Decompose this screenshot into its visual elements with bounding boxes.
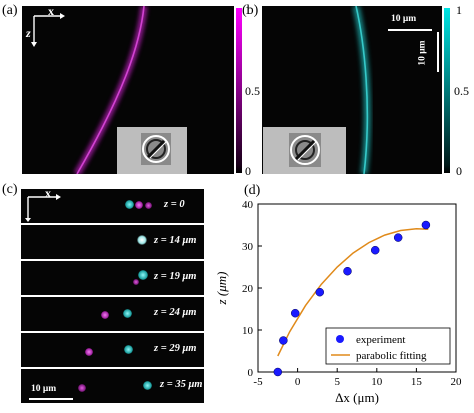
- experiment-point: [315, 287, 325, 297]
- y-tick-label: 20: [242, 283, 254, 295]
- magenta-spot: [101, 311, 109, 319]
- panel-c-strip-6: z = 35 μm 10 μm: [21, 369, 204, 403]
- x-tick-label: -5: [253, 376, 263, 388]
- y-tick-label: 30: [242, 241, 254, 253]
- panel-a-colorbar: [236, 8, 242, 173]
- x-tick-label: 5: [334, 376, 340, 388]
- y-tick-label: 40: [242, 199, 254, 211]
- depth-label: z = 35 μm: [160, 379, 203, 390]
- white-spot: [137, 235, 147, 245]
- panel-b-inset: [263, 127, 346, 174]
- panel-c-x-axis-label: x: [45, 186, 51, 200]
- panel-c-scalebar: [29, 398, 73, 400]
- panel-c-strip-2: z = 14 μm: [21, 225, 204, 259]
- depth-label: z = 19 μm: [154, 271, 197, 282]
- magenta-spot: [78, 384, 86, 392]
- panel-a-axis-indicator: [31, 13, 65, 47]
- panel-b-scalebar-horizontal: [388, 29, 432, 31]
- panel-a-z-axis-label: z: [26, 26, 31, 40]
- depth-label: z = 29 μm: [154, 343, 197, 354]
- experiment-point: [370, 245, 380, 255]
- x-tick-label: 0: [295, 376, 301, 388]
- panel-c-scalebar-label: 10 μm: [31, 384, 57, 394]
- cyan-spot: [143, 381, 152, 390]
- panel-a-inset-pattern: [141, 133, 171, 165]
- legend: experiment parabolic fitting: [325, 327, 451, 365]
- panel-b-colorbar-mid: 0.5: [454, 84, 469, 98]
- fit-line: [277, 228, 429, 357]
- panel-c-strip-3: z = 19 μm: [21, 261, 204, 295]
- panel-b-colorbar: [444, 8, 450, 173]
- panel-c-y-axis-label: y: [12, 198, 18, 212]
- experiment-points: [273, 220, 431, 377]
- cyan-spot: [138, 270, 148, 280]
- panel-b-scalebar-vertical-label: 10 μm: [417, 40, 428, 66]
- panel-c-strip-1: z = 0: [21, 189, 204, 223]
- x-tick-label: 20: [451, 376, 463, 388]
- x-axis-label: Δx (μm): [335, 390, 379, 405]
- legend-fit-label: parabolic fitting: [356, 350, 427, 362]
- panel-a-label: (a): [2, 3, 18, 18]
- magenta-spot: [133, 279, 139, 285]
- legend-experiment-label: experiment: [356, 334, 405, 346]
- panel-c-strip-5: z = 29 μm: [21, 333, 204, 367]
- experiment-point: [393, 233, 403, 242]
- panel-b-scalebar-vertical: [437, 32, 439, 72]
- legend-box: [325, 327, 451, 365]
- y-tick-label: 10: [242, 325, 254, 337]
- panel-a-colorbar-min: 0: [245, 164, 251, 178]
- y-tick-label: 0: [248, 367, 254, 379]
- depth-label: z = 0: [164, 199, 185, 210]
- depth-label: z = 14 μm: [154, 235, 197, 246]
- depth-label: z = 24 μm: [154, 307, 197, 318]
- experiment-point: [279, 336, 288, 345]
- panel-a-colorbar-max: 1: [245, 3, 251, 17]
- magenta-spot: [145, 202, 152, 209]
- legend-experiment-marker: [336, 335, 344, 343]
- panel-a-beam-trace: [73, 6, 148, 174]
- cyan-spot: [123, 309, 132, 318]
- panel-b-beam-trace: [352, 6, 371, 174]
- panel-a-x-axis-label: x: [48, 4, 54, 18]
- panel-a-colorbar-mid: 0.5: [245, 84, 260, 98]
- experiment-point: [273, 367, 283, 377]
- magenta-spot: [135, 201, 143, 209]
- panel-b-colorbar-max: 1: [456, 3, 462, 17]
- panel-b-label: (b): [242, 3, 259, 18]
- panel-b-colorbar-min: 0: [456, 164, 462, 178]
- panel-a-inset: [117, 127, 187, 174]
- x-tick-label: 15: [411, 376, 423, 388]
- experiment-point: [290, 308, 300, 318]
- experiment-point: [421, 220, 431, 230]
- experiment-point: [343, 266, 352, 276]
- panel-b-inset-pattern: [289, 133, 321, 167]
- cyan-spot: [125, 200, 134, 209]
- panel-c-label: (c): [2, 182, 18, 197]
- panel-d-label: (d): [244, 183, 261, 198]
- panel-c-axis-indicator: [25, 194, 61, 222]
- panel-c-strip-4: z = 24 μm: [21, 297, 204, 331]
- magenta-spot: [85, 348, 93, 356]
- cyan-spot: [124, 345, 133, 354]
- y-axis-label: z (μm): [214, 272, 229, 306]
- x-tick-label: 10: [371, 376, 383, 388]
- panel-b-scalebar-horizontal-label: 10 μm: [391, 14, 417, 24]
